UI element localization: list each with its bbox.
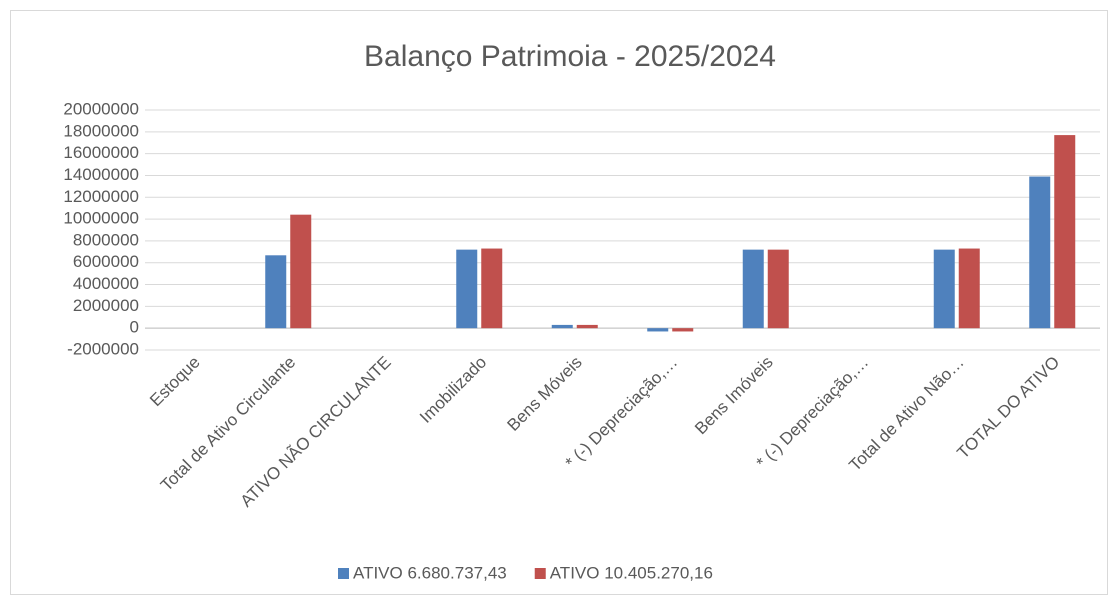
chart-title: Balanço Patrimoia - 2025/2024 <box>364 40 776 73</box>
bar <box>1029 176 1051 329</box>
legend-swatch <box>534 568 546 579</box>
y-tick-label: 18000000 <box>63 121 139 140</box>
bar <box>647 328 669 332</box>
bar <box>672 328 694 332</box>
y-tick-label: -2000000 <box>67 339 139 358</box>
chart-border <box>10 10 1108 595</box>
bar <box>551 324 573 329</box>
bar <box>1054 135 1076 329</box>
y-tick-label: 4000000 <box>73 274 139 293</box>
y-tick-label: 16000000 <box>63 143 139 162</box>
y-tick-label: 2000000 <box>73 296 139 315</box>
y-tick-label: 8000000 <box>73 230 139 249</box>
bar <box>958 248 980 329</box>
legend-label: ATIVO 10.405.270,16 <box>550 563 713 582</box>
legend-label: ATIVO 6.680.737,43 <box>353 563 507 582</box>
y-tick-label: 10000000 <box>63 209 139 228</box>
bar <box>933 249 955 329</box>
y-tick-label: 6000000 <box>73 252 139 271</box>
bar <box>767 249 789 329</box>
bar <box>265 255 287 329</box>
bar <box>576 324 598 329</box>
y-tick-label: 12000000 <box>63 187 139 206</box>
bar <box>290 214 312 329</box>
y-tick-label: 14000000 <box>63 165 139 184</box>
bar <box>481 248 503 329</box>
y-tick-label: 20000000 <box>63 99 139 118</box>
legend-swatch <box>338 568 349 579</box>
bar <box>456 249 478 329</box>
y-tick-label: 0 <box>130 318 139 337</box>
bar <box>742 249 764 329</box>
